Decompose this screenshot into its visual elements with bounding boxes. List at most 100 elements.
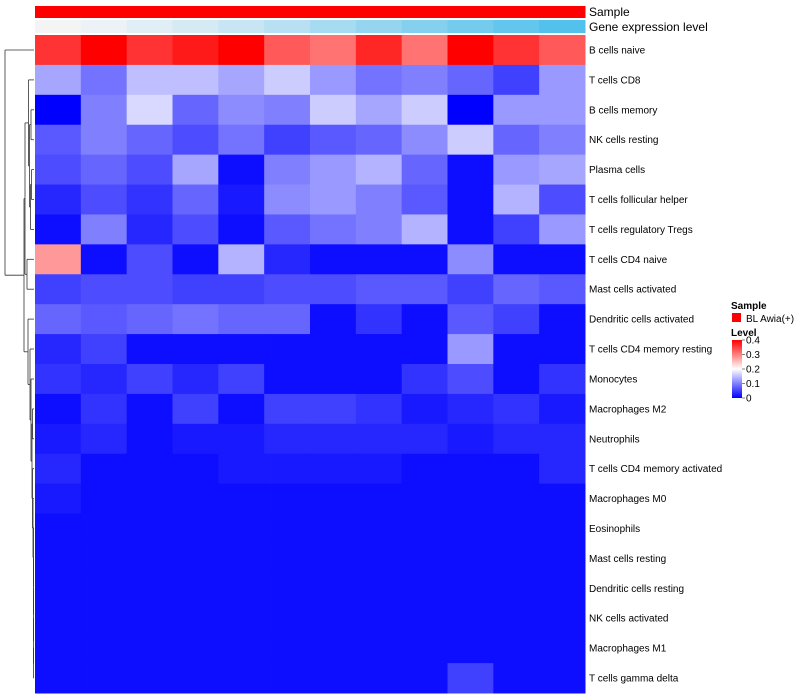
heatmap-cell [126, 35, 173, 66]
heatmap-cell [35, 94, 82, 126]
heatmap-cell [310, 35, 357, 66]
row-label: Dendritic cells resting [589, 584, 684, 595]
legend-sample-swatch [732, 313, 741, 322]
heatmap-cell [126, 244, 173, 275]
heatmap-cell [172, 244, 219, 275]
heatmap-cell [218, 304, 265, 335]
heatmap-cell [401, 274, 448, 305]
heatmap-cell [355, 214, 403, 245]
heatmap-cell [447, 483, 494, 515]
heatmap-cell [218, 633, 265, 664]
heatmap-cell [35, 274, 82, 305]
heatmap-cell [35, 453, 82, 485]
heatmap-cell [355, 663, 403, 694]
heatmap-cell [447, 453, 494, 485]
heatmap-cell [35, 393, 82, 425]
heatmap-cell [355, 334, 403, 365]
heatmap-cell [310, 453, 357, 485]
heatmap-cell [493, 214, 540, 245]
heatmap-cell [355, 393, 403, 425]
heatmap-cell [539, 94, 586, 126]
gene-expression-annotation-cell [401, 20, 448, 33]
sample-annotation-cell [310, 6, 357, 18]
heatmap-cell [126, 124, 173, 156]
heatmap-cell [447, 603, 494, 634]
heatmap-cell [126, 184, 173, 215]
heatmap-cell [264, 124, 311, 156]
sample-annotation-cell [35, 6, 82, 18]
heatmap-cell [539, 453, 586, 485]
legend-tick-label: 0 [746, 394, 752, 405]
heatmap-cell [493, 483, 540, 515]
heatmap-cell [218, 453, 265, 485]
heatmap-cells [35, 35, 586, 694]
row-label: Plasma cells [589, 165, 645, 176]
heatmap-cell [172, 573, 219, 604]
heatmap-cell [218, 573, 265, 604]
heatmap-cell [218, 35, 265, 66]
heatmap-cell [126, 633, 173, 664]
gene-expression-annotation-cell [80, 20, 128, 33]
row-label: Dendritic cells activated [589, 315, 694, 326]
heatmap-cell [80, 184, 128, 215]
gene-expression-annotation-cell [35, 20, 82, 33]
heatmap-cell [539, 603, 586, 634]
row-label: T cells gamma delta [589, 674, 679, 685]
sample-annotation-cell [447, 6, 494, 18]
heatmap-cell [218, 603, 265, 634]
heatmap-cell [80, 573, 128, 604]
heatmap-cell [264, 364, 311, 395]
heatmap-cell [172, 184, 219, 215]
heatmap-cell [218, 364, 265, 395]
heatmap-cell [539, 334, 586, 365]
heatmap-cell [355, 453, 403, 485]
sample-annotation-cell [493, 6, 540, 18]
heatmap-cell [447, 244, 494, 275]
heatmap-cell [310, 364, 357, 395]
gene-expression-annotation-cell [172, 20, 219, 33]
gene-expression-annotation-bar [35, 20, 586, 33]
row-label: B cells naive [589, 46, 646, 57]
heatmap-cell [264, 274, 311, 305]
heatmap-cell [401, 244, 448, 275]
heatmap-cell [35, 513, 82, 544]
sample-annotation-cell [355, 6, 403, 18]
row-label: Eosinophils [589, 524, 640, 535]
heatmap-cell [355, 513, 403, 544]
sample-annotation-cell [80, 6, 128, 18]
sample-annotation-cell [264, 6, 311, 18]
heatmap-cell [35, 124, 82, 156]
heatmap-cell [80, 663, 128, 694]
heatmap-cell [539, 663, 586, 694]
heatmap-cell [401, 663, 448, 694]
heatmap-cell [80, 94, 128, 126]
heatmap-cell [447, 154, 494, 186]
gene-expression-annotation-cell [493, 20, 540, 33]
heatmap-cell [35, 633, 82, 664]
heatmap-cell [355, 64, 403, 96]
heatmap-cell [493, 513, 540, 544]
heatmap-cell [35, 603, 82, 634]
heatmap-cell [355, 154, 403, 186]
gene-expression-annotation-cell [355, 20, 403, 33]
heatmap-cell [172, 483, 219, 515]
heatmap-cell [264, 663, 311, 694]
heatmap-cell [310, 124, 357, 156]
heatmap-cell [218, 94, 265, 126]
heatmap-cell [126, 513, 173, 544]
heatmap-cell [355, 543, 403, 574]
heatmap-cell [172, 633, 219, 664]
heatmap-cell [447, 364, 494, 395]
heatmap-cell [539, 543, 586, 574]
heatmap-cell [80, 35, 128, 66]
heatmap-cell [493, 94, 540, 126]
heatmap-cell [218, 214, 265, 245]
heatmap-cell [218, 274, 265, 305]
heatmap-cell [310, 543, 357, 574]
heatmap-cell [355, 274, 403, 305]
heatmap-cell [355, 364, 403, 395]
heatmap-cell [310, 184, 357, 215]
heatmap-cell [447, 184, 494, 215]
heatmap-cell [401, 483, 448, 515]
heatmap-cell [126, 154, 173, 186]
